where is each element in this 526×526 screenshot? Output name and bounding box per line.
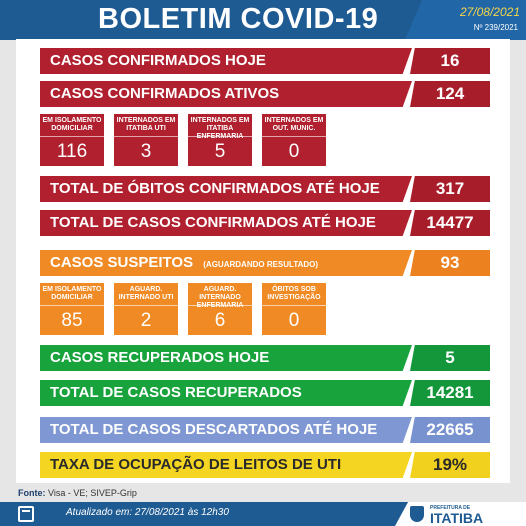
row-suspected: CASOS SUSPEITOS (AGUARDANDO RESULTADO) 9… xyxy=(0,250,526,276)
row-label-text: CASOS SUSPEITOS xyxy=(50,254,194,271)
updated-at: Atualizado em: 27/08/2021 às 12h30 xyxy=(66,507,229,518)
bulletin-date: 27/08/2021 xyxy=(459,5,520,19)
row-value: 19% xyxy=(410,452,490,478)
header: BOLETIM COVID-19 27/08/2021 Nº 239/2021 xyxy=(0,0,526,40)
row-icu-occupancy: TAXA DE OCUPAÇÃO DE LEITOS DE UTI 19% xyxy=(0,452,526,478)
page-title: BOLETIM COVID-19 xyxy=(98,3,379,35)
row-value: 22665 xyxy=(410,417,490,443)
bulletin-number: Nº 239/2021 xyxy=(473,23,518,32)
header-band-right xyxy=(405,0,526,40)
logo-prefix: PREFEITURA DE xyxy=(430,505,471,511)
row-recovered-today: CASOS RECUPERADOS HOJE 5 xyxy=(0,345,526,371)
row-value: 93 xyxy=(410,250,490,276)
row-label: TOTAL DE CASOS RECUPERADOS xyxy=(40,380,412,406)
row-confirmed-today: CASOS CONFIRMADOS HOJE 16 xyxy=(0,48,526,74)
source-label: Fonte: xyxy=(18,488,46,498)
row-label-note: (AGUARDANDO RESULTADO) xyxy=(203,260,319,269)
row-value: 14281 xyxy=(410,380,490,406)
suspected-home-isolation: EM ISOLAMENTO DOMICILIAR 85 xyxy=(40,283,104,335)
active-other-city: INTERNADOS EM OUT. MUNIC. 0 xyxy=(262,114,326,166)
row-value: 124 xyxy=(410,81,490,107)
row-label: CASOS CONFIRMADOS ATIVOS xyxy=(40,81,412,107)
calendar-icon xyxy=(18,506,34,522)
row-label: CASOS RECUPERADOS HOJE xyxy=(40,345,412,371)
row-label: CASOS CONFIRMADOS HOJE xyxy=(40,48,412,74)
row-label: CASOS SUSPEITOS (AGUARDANDO RESULTADO) xyxy=(40,250,412,276)
suspected-ward: AGUARD. INTERNADO ENFERMARIA 6 xyxy=(188,283,252,335)
row-value: 14477 xyxy=(410,210,490,236)
suspected-icu: AGUARD. INTERNADO UTI 2 xyxy=(114,283,178,335)
row-total-recovered: TOTAL DE CASOS RECUPERADOS 14281 xyxy=(0,380,526,406)
row-label: TOTAL DE CASOS CONFIRMADOS ATÉ HOJE xyxy=(40,210,412,236)
row-discarded: TOTAL DE CASOS DESCARTADOS ATÉ HOJE 2266… xyxy=(0,417,526,443)
data-source: Fonte: Visa - VE; SIVEP-Grip xyxy=(18,488,137,498)
suspected-deaths-investigation: ÓBITOS SOB INVESTIGAÇÃO 0 xyxy=(262,283,326,335)
row-active-cases: CASOS CONFIRMADOS ATIVOS 124 xyxy=(0,81,526,107)
row-deaths: TOTAL DE ÓBITOS CONFIRMADOS ATÉ HOJE 317 xyxy=(0,176,526,202)
logo-city-name: ITATIBA xyxy=(430,510,484,526)
row-total-confirmed: TOTAL DE CASOS CONFIRMADOS ATÉ HOJE 1447… xyxy=(0,210,526,236)
footer: Atualizado em: 27/08/2021 às 12h30 PREFE… xyxy=(0,502,526,526)
city-crest-icon xyxy=(410,506,424,522)
active-home-isolation: EM ISOLAMENTO DOMICILIAR 116 xyxy=(40,114,104,166)
active-icu: INTERNADOS EM ITATIBA UTI 3 xyxy=(114,114,178,166)
row-label: TOTAL DE CASOS DESCARTADOS ATÉ HOJE xyxy=(40,417,412,443)
header-band xyxy=(0,0,440,40)
row-value: 16 xyxy=(410,48,490,74)
row-value: 5 xyxy=(410,345,490,371)
source-value: Visa - VE; SIVEP-Grip xyxy=(48,488,137,498)
row-value: 317 xyxy=(410,176,490,202)
row-label: TOTAL DE ÓBITOS CONFIRMADOS ATÉ HOJE xyxy=(40,176,412,202)
active-ward: INTERNADOS EM ITATIBA ENFERMARIA 5 xyxy=(188,114,252,166)
row-label: TAXA DE OCUPAÇÃO DE LEITOS DE UTI xyxy=(40,452,412,478)
